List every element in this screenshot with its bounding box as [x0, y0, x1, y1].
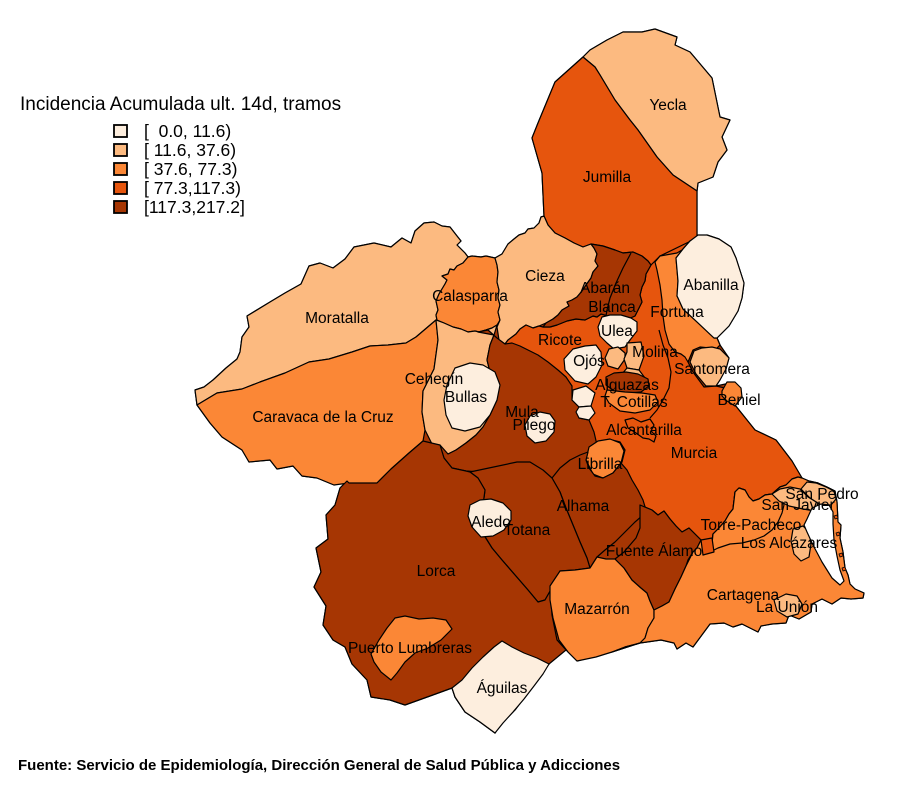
svg-text:Santomera: Santomera	[674, 361, 750, 378]
svg-text:Alguazas: Alguazas	[595, 377, 659, 394]
svg-text:La Unión: La Unión	[756, 599, 818, 616]
svg-text:Beniel: Beniel	[717, 392, 760, 409]
svg-text:Puerto Lumbreras: Puerto Lumbreras	[348, 640, 472, 657]
svg-text:[ 37.6, 77.3): [ 37.6, 77.3)	[144, 159, 237, 179]
svg-text:Yecla: Yecla	[649, 97, 687, 114]
svg-text:Moratalla: Moratalla	[305, 310, 369, 327]
svg-text:Pliego: Pliego	[512, 417, 555, 434]
svg-text:Mula: Mula	[505, 404, 539, 421]
svg-text:Aledo: Aledo	[471, 514, 511, 531]
svg-text:Abanilla: Abanilla	[683, 277, 739, 294]
svg-text:[ 11.6, 37.6): [ 11.6, 37.6)	[144, 140, 236, 160]
svg-text:Los Alcázares: Los Alcázares	[741, 535, 838, 552]
svg-text:Cehegín: Cehegín	[405, 371, 464, 388]
svg-text:Torre-Pacheco: Torre-Pacheco	[701, 517, 802, 534]
svg-text:Mazarrón: Mazarrón	[564, 601, 629, 618]
svg-text:Fuente: Servicio de Epidemiolo: Fuente: Servicio de Epidemiología, Direc…	[18, 757, 620, 774]
svg-text:Jumilla: Jumilla	[583, 169, 632, 186]
svg-text:Fortuna: Fortuna	[650, 304, 704, 321]
svg-text:Librilla: Librilla	[578, 456, 623, 473]
svg-text:Abarán: Abarán	[580, 280, 630, 297]
svg-text:Bullas: Bullas	[445, 389, 487, 406]
svg-text:Incidencia Acumulada ult. 14d,: Incidencia Acumulada ult. 14d, tramos	[20, 94, 341, 115]
svg-text:Alhama: Alhama	[557, 498, 610, 515]
svg-text:Alcantarilla: Alcantarilla	[606, 422, 682, 439]
svg-text:Molina: Molina	[632, 344, 678, 361]
svg-text:[ 77.3,117.3): [ 77.3,117.3)	[144, 178, 241, 198]
svg-text:Fuente Álamo: Fuente Álamo	[606, 543, 703, 560]
svg-text:San Javier: San Javier	[761, 497, 834, 514]
svg-text:[117.3,217.2]: [117.3,217.2]	[144, 197, 245, 217]
svg-text:Murcia: Murcia	[671, 445, 718, 462]
svg-text:Ricote: Ricote	[538, 332, 582, 349]
svg-text:Cartagena: Cartagena	[707, 587, 780, 604]
svg-text:San Pedro: San Pedro	[785, 486, 858, 503]
svg-text:Calasparra: Calasparra	[432, 288, 508, 305]
svg-text:[ 0.0, 11.6): [ 0.0, 11.6)	[144, 121, 231, 141]
svg-text:Cieza: Cieza	[525, 268, 565, 285]
svg-text:Ojós: Ojós	[573, 353, 605, 370]
svg-text:Caravaca de la Cruz: Caravaca de la Cruz	[252, 409, 393, 426]
svg-text:Lorca: Lorca	[417, 563, 456, 580]
svg-text:T. Cotillas: T. Cotillas	[600, 394, 667, 411]
svg-text:Blanca: Blanca	[588, 299, 636, 316]
svg-text:Totana: Totana	[504, 522, 551, 539]
svg-text:Águilas: Águilas	[477, 680, 528, 697]
svg-text:Ulea: Ulea	[601, 323, 633, 340]
